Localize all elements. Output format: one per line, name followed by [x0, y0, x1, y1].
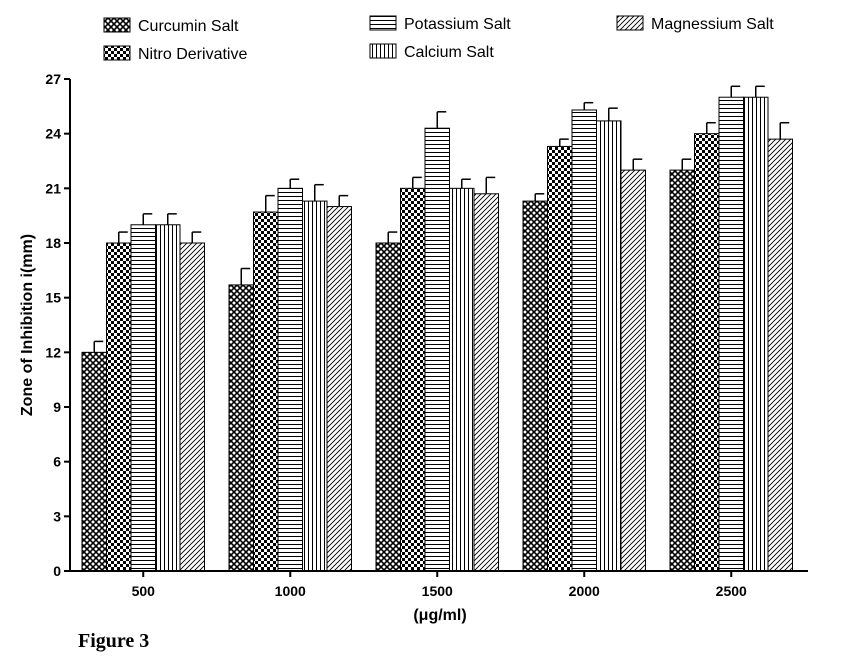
y-axis-title: Zone of Inhibition i(mm)	[19, 234, 36, 416]
legend-swatch	[369, 15, 397, 31]
legend-swatch	[103, 45, 131, 61]
y-tick-label: 15	[45, 290, 61, 306]
bar	[179, 242, 205, 572]
bar	[449, 187, 475, 572]
bar	[767, 138, 793, 572]
y-tick-label: 21	[45, 180, 61, 196]
y-tick-label: 12	[45, 344, 61, 360]
x-tick-label: 500	[132, 583, 156, 599]
y-tick-label: 6	[53, 454, 61, 470]
x-tick-label: 1500	[422, 583, 453, 599]
bar	[326, 206, 352, 572]
y-tick-label: 27	[45, 71, 61, 87]
legend-label: Nitro Derivative	[138, 46, 247, 63]
y-tick-label: 3	[53, 508, 61, 524]
bar	[424, 127, 450, 572]
legend-swatch	[616, 15, 644, 31]
x-tick-label: 2500	[716, 583, 747, 599]
bar	[400, 187, 426, 572]
bar	[253, 211, 279, 572]
bar	[547, 145, 573, 572]
bar	[375, 242, 401, 572]
legend-label: Calcium Salt	[404, 44, 494, 61]
legend-swatch	[369, 43, 397, 59]
x-tick-label: 2000	[569, 583, 600, 599]
bar	[571, 109, 597, 572]
bar	[302, 200, 328, 572]
y-tick-label: 18	[45, 235, 61, 251]
bar	[130, 224, 156, 572]
bar	[743, 96, 769, 572]
figure-caption: Figure 3	[78, 630, 150, 652]
legend-label: Curcumin Salt	[138, 18, 239, 35]
y-tick-label: 24	[45, 126, 61, 142]
bar	[669, 169, 695, 572]
bar	[155, 224, 181, 572]
bar	[620, 169, 646, 572]
bars	[81, 85, 793, 572]
bar	[228, 284, 254, 572]
legend-label: Potassium Salt	[404, 16, 511, 33]
bar	[81, 351, 107, 572]
bar	[718, 96, 744, 572]
bar	[106, 242, 132, 572]
bar	[694, 133, 720, 572]
axes: 0 3 6 9 12 15 18 21 24 27 500 1000 1500 2000 2500	[45, 71, 808, 599]
bar	[277, 187, 303, 572]
legend-label: Magnessium Salt	[651, 16, 774, 33]
x-axis-title: (μg/ml)	[413, 607, 466, 624]
y-tick-label: 0	[53, 563, 61, 579]
bar	[473, 193, 499, 572]
legend: Curcumin Salt Nitro Derivative Potassium S…	[103, 15, 774, 63]
bar	[522, 200, 548, 572]
bar	[596, 120, 622, 572]
y-tick-label: 9	[53, 399, 61, 415]
x-tick-label: 1000	[275, 583, 306, 599]
legend-swatch	[103, 17, 131, 33]
